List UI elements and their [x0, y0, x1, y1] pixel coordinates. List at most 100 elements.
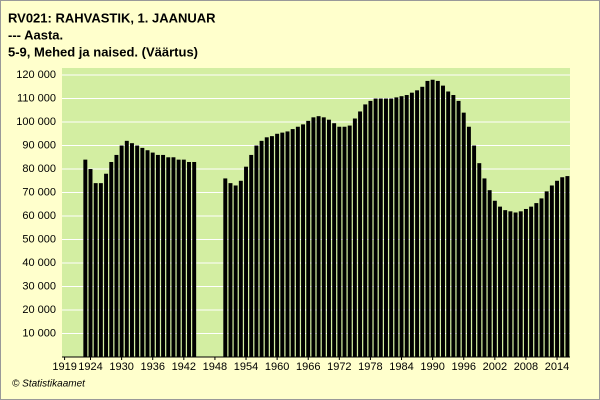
- bar: [171, 157, 176, 357]
- bar: [316, 116, 321, 358]
- bar: [492, 200, 497, 357]
- bar: [404, 95, 409, 357]
- bar: [472, 145, 477, 357]
- bar: [223, 178, 228, 357]
- bar: [176, 159, 181, 357]
- bar: [93, 183, 98, 357]
- bar: [368, 100, 373, 357]
- bar: [358, 111, 363, 358]
- bar: [311, 117, 316, 357]
- chart-title: RV021: RAHVASTIK, 1. JAANUAR: [8, 10, 216, 25]
- bar: [88, 169, 93, 357]
- x-tick-label: 1924: [78, 361, 102, 373]
- bar: [114, 154, 119, 357]
- bar: [301, 124, 306, 357]
- bar: [487, 190, 492, 357]
- bar: [280, 132, 285, 357]
- bar: [83, 159, 88, 357]
- bar: [441, 85, 445, 357]
- bar: [347, 125, 352, 358]
- bar: [337, 126, 342, 357]
- bar: [565, 176, 570, 357]
- y-tick-label: 40 000: [22, 257, 56, 269]
- bar: [140, 147, 145, 357]
- x-tick-label: 2008: [514, 361, 538, 373]
- bar: [254, 145, 259, 357]
- bar: [145, 150, 150, 357]
- bar: [378, 98, 383, 358]
- bar: [264, 137, 269, 357]
- chart-subtitle: 5-9, Mehed ja naised. (Väärtus): [8, 44, 198, 59]
- bar: [321, 117, 326, 357]
- x-tick-label: 1954: [234, 361, 258, 373]
- bar: [166, 157, 171, 357]
- y-tick-label: 60 000: [22, 210, 56, 222]
- bar: [275, 133, 280, 357]
- bar: [466, 126, 471, 357]
- bar: [290, 129, 295, 357]
- bar: [435, 80, 440, 358]
- x-tick-label: 1930: [109, 361, 133, 373]
- bar: [124, 140, 129, 357]
- bar: [181, 159, 186, 357]
- bar: [482, 178, 487, 357]
- source: © Statistikaamet: [12, 379, 86, 390]
- bar: [259, 140, 264, 357]
- x-tick-label: 1984: [389, 361, 413, 373]
- x-tick-label: 1972: [327, 361, 351, 373]
- bar: [249, 154, 254, 357]
- bar: [155, 154, 160, 357]
- bar: [518, 211, 523, 357]
- bar: [161, 154, 166, 357]
- x-tick-label: 2014: [545, 361, 569, 373]
- bar: [269, 136, 274, 357]
- bar: [409, 92, 414, 358]
- bar: [498, 206, 502, 357]
- bar: [539, 198, 544, 357]
- bar: [104, 173, 109, 357]
- x-tick-label: 1919: [52, 361, 76, 373]
- bar: [187, 161, 191, 357]
- bar: [244, 166, 248, 357]
- x-tick-label: 1960: [265, 361, 289, 373]
- y-tick-label: 90 000: [22, 139, 56, 151]
- bar: [109, 161, 114, 357]
- bar: [373, 98, 378, 358]
- bar: [477, 163, 482, 357]
- y-tick-label: 110 000: [17, 92, 56, 104]
- bar: [534, 203, 539, 357]
- x-tick-label: 1990: [420, 361, 444, 373]
- x-tick-label: 1978: [358, 361, 382, 373]
- x-tick-label: 2002: [483, 361, 507, 373]
- bar: [233, 185, 238, 357]
- y-tick-label: 70 000: [22, 186, 56, 198]
- bar: [192, 161, 197, 357]
- bar: [415, 90, 420, 357]
- bar: [98, 183, 103, 357]
- y-tick-label: 10 000: [22, 327, 56, 339]
- bar: [430, 79, 435, 357]
- y-tick-label: 80 000: [22, 163, 56, 175]
- chart-subtitle: --- Aasta.: [8, 27, 63, 42]
- bar: [425, 80, 430, 358]
- bar: [461, 112, 466, 357]
- bar: [150, 152, 155, 357]
- bar: [399, 96, 404, 357]
- bar: [544, 191, 549, 357]
- bar: [389, 98, 394, 358]
- x-tick-label: 1936: [140, 361, 164, 373]
- bar: [238, 180, 243, 357]
- x-tick-label: 1966: [296, 361, 320, 373]
- bar: [529, 206, 534, 357]
- bar: [523, 208, 528, 357]
- bar: [306, 120, 311, 358]
- y-tick-label: 50 000: [22, 233, 56, 245]
- y-tick-label: 100 000: [16, 116, 56, 128]
- bar: [508, 211, 513, 357]
- bar: [555, 180, 560, 357]
- bar: [135, 145, 140, 357]
- bar: [295, 126, 300, 357]
- x-tick-label: 1948: [203, 361, 227, 373]
- y-tick-label: 120 000: [16, 69, 56, 81]
